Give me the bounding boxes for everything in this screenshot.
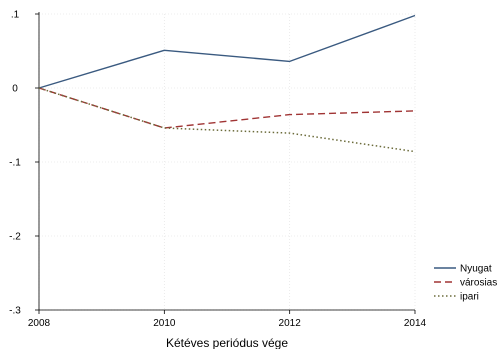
tick-labels: -.3 -.2 -.1 0 .1 2008 2010 2012 2014 [9, 10, 426, 330]
series-line-Nyugat [38, 14, 416, 89]
series-line-városias [38, 87, 416, 129]
y-tick-label: 0 [12, 84, 18, 95]
legend-label: ipari [460, 292, 479, 303]
series-lines [38, 14, 416, 153]
legend-label: Nyugat [460, 264, 492, 275]
axes [35, 12, 416, 314]
y-tick-label: -.3 [9, 306, 21, 317]
y-tick-label: .1 [11, 10, 20, 21]
x-tick-label: 2010 [153, 318, 176, 329]
series-line-ipari [38, 87, 416, 153]
gridlines [38, 13, 416, 311]
legend-label: városias [460, 278, 497, 289]
x-tick-label: 2014 [404, 318, 427, 329]
x-tick-label: 2012 [279, 318, 302, 329]
y-tick-label: -.1 [9, 158, 21, 169]
x-tick-label: 2008 [28, 318, 51, 329]
y-tick-label: -.2 [9, 232, 21, 243]
x-axis-label: Kétéves periódus vége [166, 336, 288, 349]
legend: Nyugat városias ipari [434, 264, 497, 303]
